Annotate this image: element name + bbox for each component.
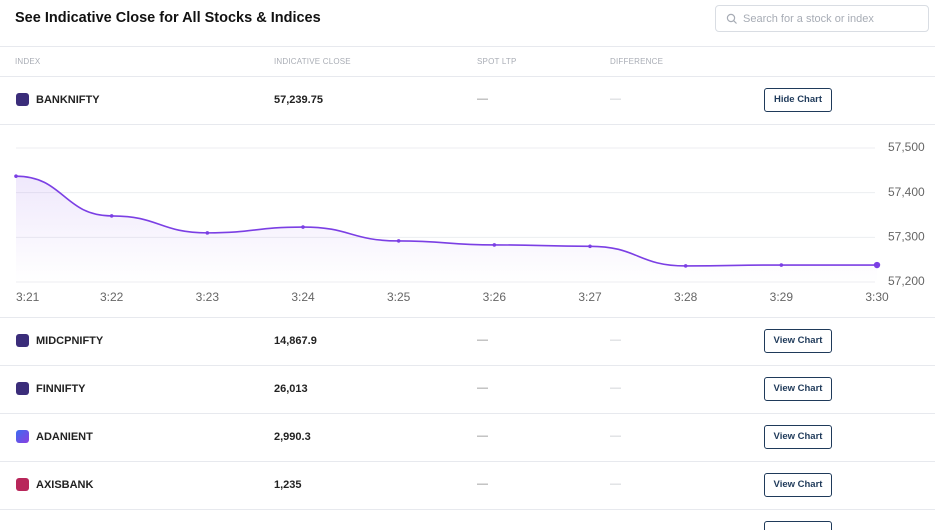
row-icon	[16, 382, 29, 395]
chart: 57,200 57,300 57,400 57,500 3:21 3:22 3:23 3:24…	[14, 140, 925, 304]
row-difference: —	[610, 93, 621, 105]
divider	[0, 46, 935, 47]
divider	[0, 365, 935, 366]
x-tick-label: 3:28	[674, 290, 698, 304]
point	[492, 243, 497, 247]
row-icon	[16, 93, 29, 106]
point	[396, 239, 401, 243]
x-tick-label: 3:27	[578, 290, 602, 304]
point	[779, 263, 784, 267]
row-close: 2,990.3	[274, 431, 311, 443]
y-tick-label: 57,300	[888, 230, 925, 244]
column-header: INDICATIVE CLOSE	[274, 57, 351, 66]
chart-button[interactable]: View Chart	[764, 329, 832, 353]
chart-button[interactable]: Hide Chart	[764, 88, 832, 112]
column-header: DIFFERENCE	[610, 57, 664, 66]
row-name: ADANIENT	[36, 431, 93, 443]
divider	[0, 509, 935, 510]
divider	[0, 461, 935, 462]
row-spot: —	[477, 478, 488, 490]
row-spot: —	[477, 93, 488, 105]
row-spot: —	[477, 430, 488, 442]
x-tick-label: 3:25	[387, 290, 411, 304]
divider	[0, 413, 935, 414]
x-tick-label: 3:23	[196, 290, 220, 304]
point	[205, 231, 210, 235]
divider	[0, 76, 935, 77]
chart-button[interactable]: View Chart	[764, 473, 832, 497]
chart-button[interactable]: View Chart	[764, 425, 832, 449]
row-name: BANKNIFTY	[36, 94, 100, 106]
search-box[interactable]: Search for a stock or index	[715, 5, 929, 32]
row-name: FINNIFTY	[36, 383, 86, 395]
row-close: 14,867.9	[274, 335, 317, 347]
y-tick-label: 57,200	[888, 274, 925, 288]
row-icon	[16, 478, 29, 491]
y-tick-label: 57,400	[888, 185, 925, 199]
row-name: AXISBANK	[36, 479, 94, 491]
row-spot: —	[477, 334, 488, 346]
column-header: INDEX	[15, 57, 41, 66]
point	[301, 225, 305, 229]
x-tick-label: 3:29	[770, 290, 794, 304]
row-close: 1,235	[274, 479, 302, 491]
area	[16, 176, 877, 282]
point	[683, 264, 688, 268]
point	[873, 261, 881, 269]
row-spot: —	[477, 382, 488, 394]
x-tick-label: 3:26	[483, 290, 507, 304]
row-difference: —	[610, 478, 621, 490]
row-icon	[16, 334, 29, 347]
row-icon	[16, 430, 29, 443]
line	[15, 175, 877, 267]
partial-button[interactable]	[764, 521, 832, 530]
x-tick-label: 3:24	[291, 290, 315, 304]
row-difference: —	[610, 334, 621, 346]
point	[14, 174, 18, 178]
y-tick-label: 57,500	[888, 140, 925, 154]
point	[588, 244, 592, 249]
page-title: See Indicative Close for All Stocks & In…	[15, 10, 321, 26]
column-header: SPOT LTP	[477, 57, 517, 66]
x-tick-label: 3:21	[16, 290, 40, 304]
point	[109, 214, 114, 218]
row-name: MIDCPNIFTY	[36, 335, 104, 347]
x-tick-label: 3:30	[865, 290, 889, 304]
row-difference: —	[610, 430, 621, 442]
row-difference: —	[610, 382, 621, 394]
chart-button[interactable]: View Chart	[764, 377, 832, 401]
row-close: 57,239.75	[274, 94, 323, 106]
row-close: 26,013	[274, 383, 308, 395]
divider	[0, 124, 935, 125]
divider	[0, 317, 935, 318]
search-icon	[726, 13, 737, 24]
x-tick-label: 3:22	[100, 290, 124, 304]
search-placeholder: Search for a stock or index	[743, 13, 874, 25]
